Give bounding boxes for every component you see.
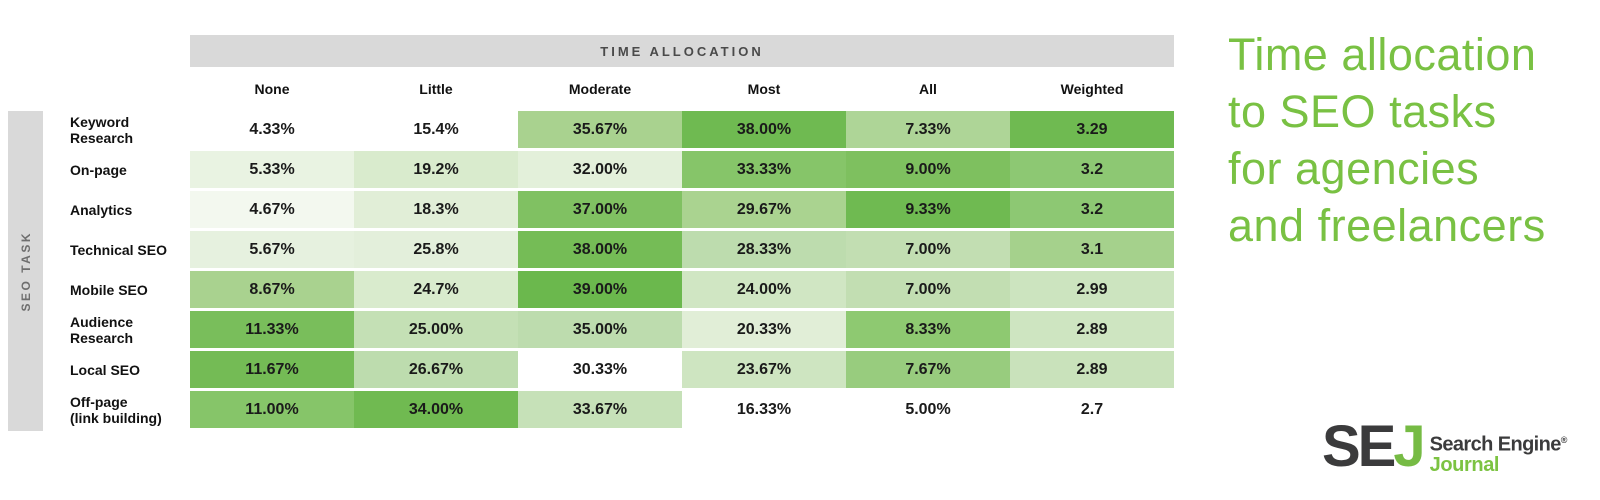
heatmap-table: TIME ALLOCATION None Little Moderate Most Al… bbox=[190, 35, 1174, 431]
seo-task-axis-bar: SEO TASK bbox=[8, 111, 43, 431]
sej-logo-wordmark: Search Engine® Journal bbox=[1429, 430, 1568, 476]
heat-cell-keyword-research-most: 38.00% bbox=[682, 111, 846, 148]
heat-cell-analytics-all: 9.33% bbox=[846, 191, 1010, 228]
infographic-title: Time allocation to SEO tasks for agencies a… bbox=[1228, 26, 1546, 254]
heat-cell-audience-research-moderate: 35.00% bbox=[518, 311, 682, 348]
heatmap-grid: 4.33% 15.4% 35.67% 38.00% 7.33% 3.29 5.33% 19.2… bbox=[190, 111, 1174, 431]
heat-cell-on-page-weighted: 3.2 bbox=[1010, 151, 1174, 188]
heat-cell-technical-seo-most: 28.33% bbox=[682, 231, 846, 268]
infographic-title-line: to SEO tasks bbox=[1228, 86, 1497, 137]
row-label-mobile-seo: Mobile SEO bbox=[70, 282, 148, 299]
column-header-weighted: Weighted bbox=[1060, 81, 1124, 97]
heat-cell-technical-seo-all: 7.00% bbox=[846, 231, 1010, 268]
row-label-technical-seo: Technical SEO bbox=[70, 242, 167, 259]
heat-cell-analytics-most: 29.67% bbox=[682, 191, 846, 228]
sej-logo-name-line: Search Engine® bbox=[1429, 433, 1568, 456]
infographic-title-line: for agencies bbox=[1228, 143, 1480, 194]
column-header-moderate: Moderate bbox=[568, 81, 632, 97]
time-allocation-header-bar: TIME ALLOCATION bbox=[190, 35, 1174, 67]
heat-cell-analytics-none: 4.67% bbox=[190, 191, 354, 228]
sej-logo-initials: SEJ bbox=[1322, 418, 1426, 476]
heat-cell-local-seo-weighted: 2.89 bbox=[1010, 351, 1174, 388]
heat-cell-mobile-seo-none: 8.67% bbox=[190, 271, 354, 308]
infographic-title-line: Time allocation bbox=[1228, 29, 1537, 80]
heat-cell-off-page-link-building-all: 5.00% bbox=[846, 391, 1010, 428]
heat-cell-keyword-research-weighted: 3.29 bbox=[1010, 111, 1174, 148]
heat-cell-off-page-link-building-weighted: 2.7 bbox=[1010, 391, 1174, 428]
heat-cell-off-page-link-building-most: 16.33% bbox=[682, 391, 846, 428]
time-allocation-title: TIME ALLOCATION bbox=[600, 43, 764, 59]
row-label-analytics: Analytics bbox=[70, 202, 133, 219]
heat-cell-analytics-weighted: 3.2 bbox=[1010, 191, 1174, 228]
heat-cell-technical-seo-little: 25.8% bbox=[354, 231, 518, 268]
heat-cell-on-page-none: 5.33% bbox=[190, 151, 354, 188]
heat-cell-local-seo-little: 26.67% bbox=[354, 351, 518, 388]
column-header-all: All bbox=[919, 81, 937, 97]
heat-cell-audience-research-most: 20.33% bbox=[682, 311, 846, 348]
heat-cell-keyword-research-little: 15.4% bbox=[354, 111, 518, 148]
sej-logo-initials-dark: SE bbox=[1322, 414, 1396, 479]
heat-cell-local-seo-moderate: 30.33% bbox=[518, 351, 682, 388]
seo-task-axis-label: SEO TASK bbox=[18, 230, 33, 312]
sej-logo-initials-green: J bbox=[1393, 414, 1425, 479]
row-label-off-page-link-building: Off-page (link building) bbox=[70, 394, 162, 426]
sej-logo-journal-line: Journal bbox=[1429, 453, 1500, 476]
registered-trademark-icon: ® bbox=[1560, 435, 1568, 445]
heat-cell-audience-research-all: 8.33% bbox=[846, 311, 1010, 348]
heat-cell-technical-seo-none: 5.67% bbox=[190, 231, 354, 268]
heat-cell-local-seo-none: 11.67% bbox=[190, 351, 354, 388]
heat-cell-audience-research-none: 11.33% bbox=[190, 311, 354, 348]
column-headers-row: None Little Moderate Most All Weighted bbox=[190, 67, 1174, 111]
heat-cell-analytics-moderate: 37.00% bbox=[518, 191, 682, 228]
heat-cell-off-page-link-building-none: 11.00% bbox=[190, 391, 354, 428]
row-label-on-page: On-page bbox=[70, 162, 127, 179]
column-header-none: None bbox=[254, 81, 290, 97]
heat-cell-keyword-research-all: 7.33% bbox=[846, 111, 1010, 148]
heat-cell-technical-seo-weighted: 3.1 bbox=[1010, 231, 1174, 268]
heat-cell-on-page-moderate: 32.00% bbox=[518, 151, 682, 188]
heat-cell-mobile-seo-most: 24.00% bbox=[682, 271, 846, 308]
heat-cell-mobile-seo-little: 24.7% bbox=[354, 271, 518, 308]
column-header-most: Most bbox=[747, 81, 781, 97]
heat-cell-technical-seo-moderate: 38.00% bbox=[518, 231, 682, 268]
column-header-little: Little bbox=[419, 81, 453, 97]
heat-cell-local-seo-most: 23.67% bbox=[682, 351, 846, 388]
row-label-local-seo: Local SEO bbox=[70, 362, 141, 379]
heat-cell-off-page-link-building-little: 34.00% bbox=[354, 391, 518, 428]
heat-cell-keyword-research-moderate: 35.67% bbox=[518, 111, 682, 148]
heat-cell-mobile-seo-weighted: 2.99 bbox=[1010, 271, 1174, 308]
heat-cell-audience-research-little: 25.00% bbox=[354, 311, 518, 348]
infographic-title-line: and freelancers bbox=[1228, 200, 1546, 251]
heat-cell-mobile-seo-all: 7.00% bbox=[846, 271, 1010, 308]
heat-cell-local-seo-all: 7.67% bbox=[846, 351, 1010, 388]
heat-cell-audience-research-weighted: 2.89 bbox=[1010, 311, 1174, 348]
row-label-audience-research: Audience Research bbox=[70, 314, 134, 346]
heat-cell-analytics-little: 18.3% bbox=[354, 191, 518, 228]
heat-cell-on-page-most: 33.33% bbox=[682, 151, 846, 188]
row-labels-column: Keyword Research On-page Analytics Technica… bbox=[70, 111, 186, 431]
heat-cell-mobile-seo-moderate: 39.00% bbox=[518, 271, 682, 308]
heat-cell-keyword-research-none: 4.33% bbox=[190, 111, 354, 148]
row-label-keyword-research: Keyword Research bbox=[70, 114, 134, 146]
heat-cell-on-page-little: 19.2% bbox=[354, 151, 518, 188]
heat-cell-off-page-link-building-moderate: 33.67% bbox=[518, 391, 682, 428]
sej-logo: SEJ Search Engine® Journal bbox=[1322, 418, 1568, 476]
heat-cell-on-page-all: 9.00% bbox=[846, 151, 1010, 188]
